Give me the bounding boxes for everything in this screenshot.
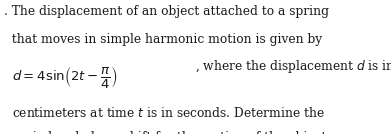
Text: $d = 4\sin\!\left(2t - \dfrac{\pi}{4}\right)$: $d = 4\sin\!\left(2t - \dfrac{\pi}{4}\ri… xyxy=(12,64,117,90)
Text: that moves in simple harmonic motion is given by: that moves in simple harmonic motion is … xyxy=(4,33,322,46)
Text: , where the displacement $d$ is in: , where the displacement $d$ is in xyxy=(196,58,391,75)
Text: . The displacement of an object attached to a spring: . The displacement of an object attached… xyxy=(4,5,329,18)
Text: period and phase shift for the motion of the object.: period and phase shift for the motion of… xyxy=(12,131,330,134)
Text: centimeters at time $t$ is in seconds. Determine the: centimeters at time $t$ is in seconds. D… xyxy=(12,106,325,120)
